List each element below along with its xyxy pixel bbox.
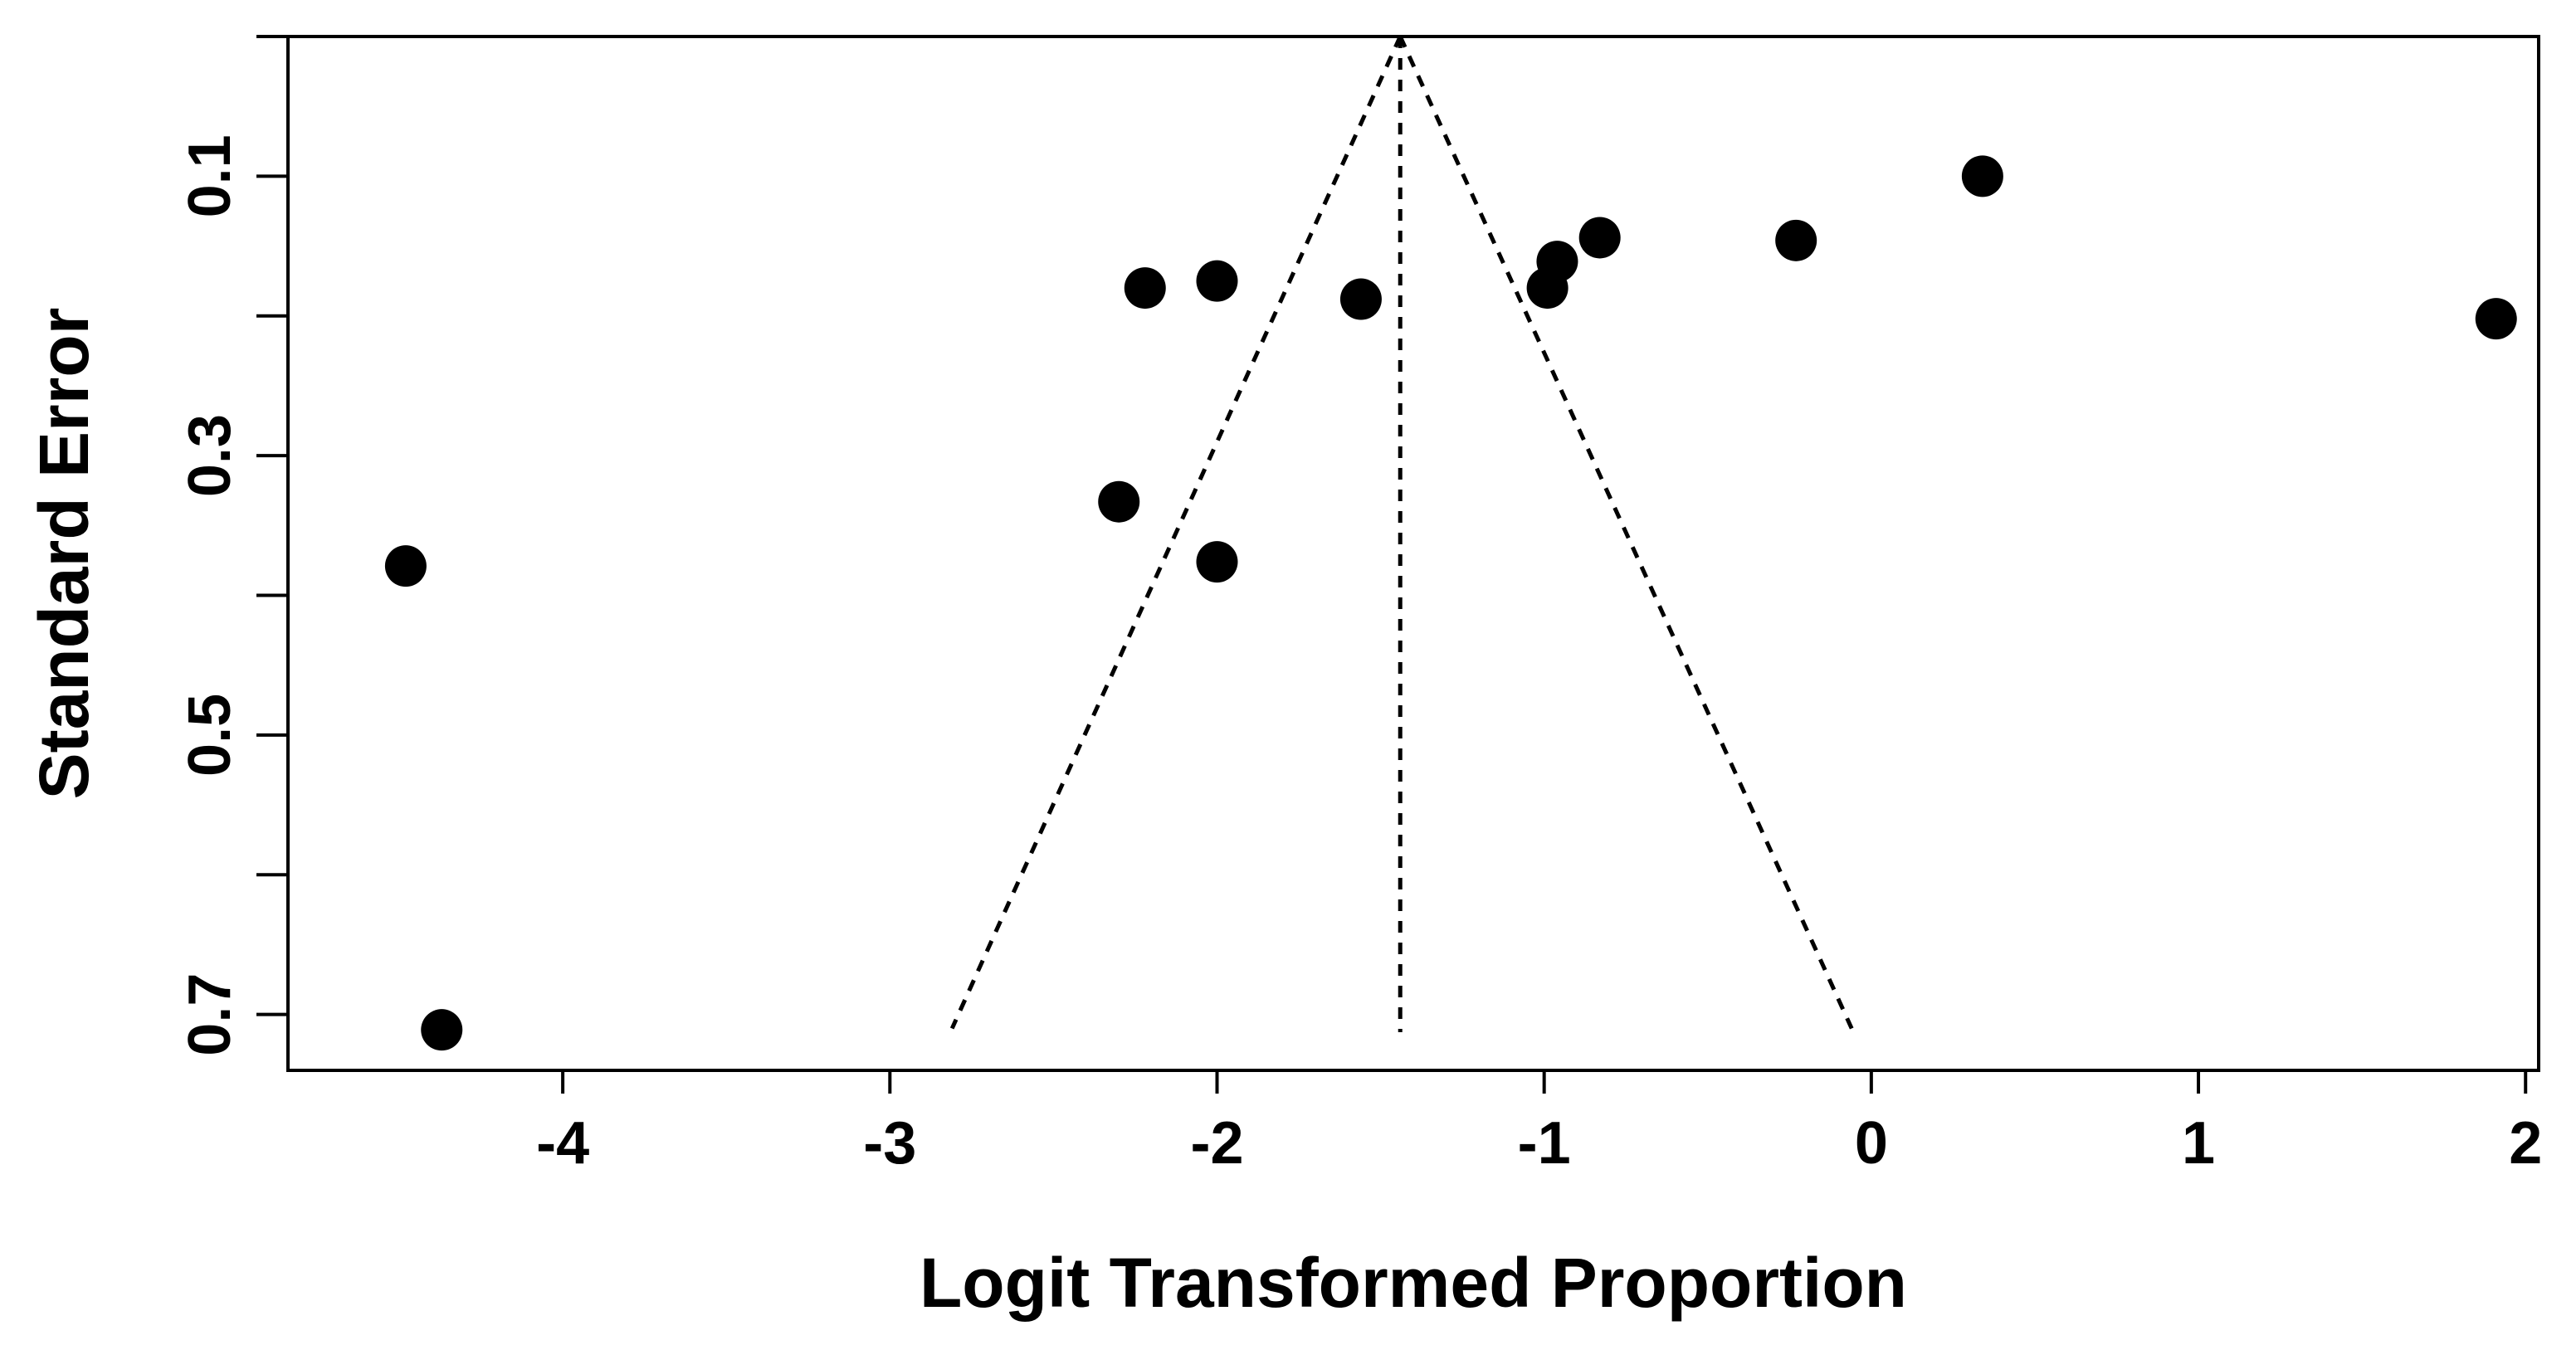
- funnel-lines: [949, 35, 1854, 1032]
- y-tick-label: 0.3: [177, 414, 243, 497]
- data-point: [1775, 219, 1817, 261]
- funnel-left-line: [949, 35, 1403, 1030]
- data-point: [1536, 241, 1578, 283]
- y-tick-label: 0.7: [177, 973, 243, 1056]
- data-point: [421, 1009, 463, 1051]
- x-axis-title: Logit Transformed Proportion: [920, 1244, 1907, 1322]
- data-point: [1124, 267, 1166, 309]
- x-tick-label: 1: [2182, 1110, 2215, 1177]
- data-point: [1578, 217, 1621, 259]
- y-tick-label: 0.1: [177, 134, 243, 217]
- data-point: [1098, 480, 1140, 523]
- x-tick-label: -3: [863, 1110, 916, 1177]
- data-point: [1961, 155, 2003, 197]
- data-point: [1339, 278, 1382, 320]
- data-point: [1196, 541, 1238, 583]
- x-tick-label: 0: [1855, 1110, 1888, 1177]
- x-tick-label: -2: [1190, 1110, 1243, 1177]
- x-tick-label: -1: [1518, 1110, 1571, 1177]
- data-point: [1196, 260, 1238, 302]
- y-tick-label: 0.5: [177, 694, 243, 777]
- plot-frame: [286, 35, 2540, 1072]
- data-points: [384, 155, 2517, 1051]
- x-axis: -4 -3 -2 -1 0 1 2: [536, 1069, 2542, 1177]
- data-point: [2475, 298, 2517, 340]
- funnel-right-line: [1398, 35, 1854, 1030]
- y-axis-title: Standard Error: [25, 308, 103, 800]
- y-axis: 0.1 0.3 0.5 0.7: [177, 35, 290, 1056]
- x-tick-label: -4: [536, 1110, 589, 1177]
- data-point: [384, 545, 427, 587]
- x-tick-label: 2: [2509, 1110, 2542, 1177]
